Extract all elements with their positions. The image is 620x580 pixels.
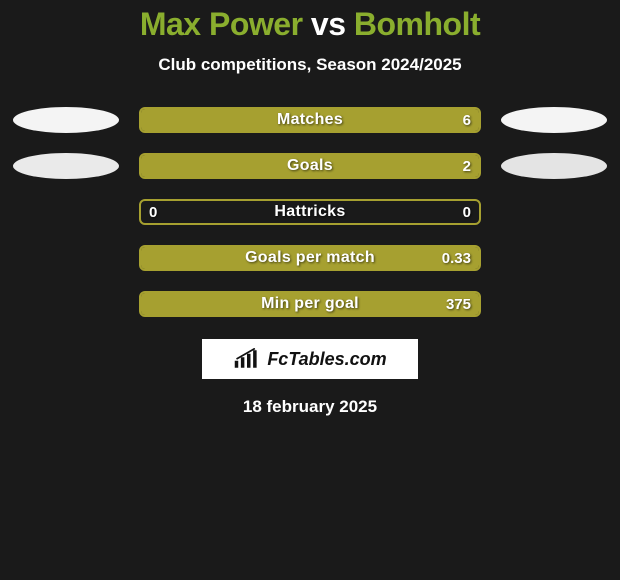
- stat-label: Hattricks: [141, 201, 479, 223]
- stat-value-right: 2: [463, 155, 471, 177]
- stat-label: Goals: [141, 155, 479, 177]
- stat-value-right: 0.33: [442, 247, 471, 269]
- player2-name: Bomholt: [354, 6, 480, 42]
- fctables-logo[interactable]: FcTables.com: [202, 339, 418, 379]
- chart-icon: [233, 348, 261, 370]
- stat-rows: Matches60Goals20Hattricks0Goals per matc…: [0, 107, 620, 317]
- page-title: Max Power vs Bomholt: [0, 6, 620, 43]
- stat-bar: Matches6: [139, 107, 481, 133]
- subtitle: Club competitions, Season 2024/2025: [0, 55, 620, 75]
- stat-row: Min per goal375: [0, 291, 620, 317]
- stat-value-right: 6: [463, 109, 471, 131]
- stat-label: Goals per match: [141, 247, 479, 269]
- stat-value-right: 0: [463, 201, 471, 223]
- stat-label: Matches: [141, 109, 479, 131]
- stat-row: 0Hattricks0: [0, 199, 620, 225]
- right-ellipse: [501, 107, 607, 133]
- stat-row: 0Goals2: [0, 153, 620, 179]
- stat-bar: 0Hattricks0: [139, 199, 481, 225]
- logo-text: FcTables.com: [267, 349, 386, 370]
- right-ellipse: [501, 153, 607, 179]
- player1-name: Max Power: [140, 6, 303, 42]
- stat-bar: Min per goal375: [139, 291, 481, 317]
- stat-label: Min per goal: [141, 293, 479, 315]
- vs-text: vs: [311, 6, 346, 42]
- stat-row: Matches6: [0, 107, 620, 133]
- left-ellipse: [13, 153, 119, 179]
- stat-value-right: 375: [446, 293, 471, 315]
- comparison-card: Max Power vs Bomholt Club competitions, …: [0, 0, 620, 417]
- stat-bar: 0Goals2: [139, 153, 481, 179]
- date-text: 18 february 2025: [0, 397, 620, 417]
- stat-bar: Goals per match0.33: [139, 245, 481, 271]
- left-ellipse: [13, 107, 119, 133]
- stat-row: Goals per match0.33: [0, 245, 620, 271]
